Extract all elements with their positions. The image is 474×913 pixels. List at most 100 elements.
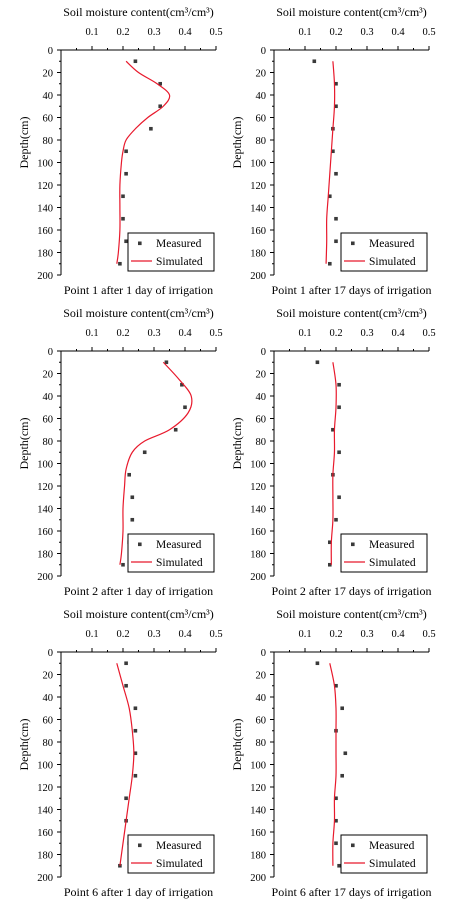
y-tick-label: 40 bbox=[256, 91, 267, 102]
y-tick-label: 100 bbox=[250, 460, 266, 471]
y-tick-label: 80 bbox=[256, 136, 267, 147]
x-tick-label: 0.4 bbox=[178, 27, 192, 38]
y-axis-title: Depth(cm) bbox=[230, 719, 244, 771]
measured-point bbox=[315, 661, 320, 666]
legend-box bbox=[340, 533, 428, 573]
measured-point bbox=[158, 104, 162, 109]
legend-measured-label: Measured bbox=[156, 238, 202, 250]
y-tick-label: 20 bbox=[256, 69, 267, 80]
x-tick-label: 0.1 bbox=[298, 27, 311, 38]
measured-point bbox=[334, 683, 338, 688]
legend-simulated-label: Simulated bbox=[369, 557, 416, 569]
legend-measured-label: Measured bbox=[156, 539, 202, 551]
chart-panel-1: Soil moisture content(cm³/cm³) Depth(cm) 0… bbox=[17, 5, 223, 297]
measured-point bbox=[334, 81, 338, 86]
y-tick-label: 200 bbox=[250, 873, 266, 884]
legend-measured-marker bbox=[138, 241, 142, 246]
legend-box bbox=[127, 533, 215, 573]
x-tick-label: 0.5 bbox=[209, 629, 222, 640]
x-tick-label: 0.1 bbox=[85, 629, 98, 640]
measured-point bbox=[334, 239, 338, 244]
measured-point bbox=[331, 427, 335, 432]
chart-panel-6: Soil moisture content(cm³/cm³) Depth(cm) 0… bbox=[230, 607, 436, 899]
measured-point bbox=[133, 751, 138, 756]
x-tick-label: 0.2 bbox=[329, 27, 342, 38]
legend-simulated-label: Simulated bbox=[369, 256, 416, 268]
y-tick-label: 60 bbox=[43, 415, 54, 426]
chart-panel-4: Soil moisture content(cm³/cm³) Depth(cm) 0… bbox=[230, 306, 436, 598]
x-tick-label: 0.1 bbox=[85, 328, 98, 339]
y-tick-label: 0 bbox=[261, 648, 266, 659]
y-tick-label: 140 bbox=[37, 204, 53, 215]
measured-point bbox=[121, 216, 125, 221]
y-tick-label: 120 bbox=[37, 783, 53, 794]
measured-point bbox=[142, 450, 147, 455]
y-tick-label: 20 bbox=[256, 370, 267, 381]
y-tick-label: 80 bbox=[43, 738, 54, 749]
y-tick-label: 140 bbox=[250, 505, 266, 516]
measured-point bbox=[334, 104, 338, 109]
y-tick-label: 200 bbox=[37, 873, 53, 884]
y-tick-label: 40 bbox=[43, 392, 54, 403]
y-tick-label: 180 bbox=[37, 550, 53, 561]
y-tick-label: 160 bbox=[37, 226, 53, 237]
measured-point bbox=[124, 661, 128, 666]
measured-point bbox=[118, 863, 122, 868]
legend-simulated-label: Simulated bbox=[156, 557, 203, 569]
measured-point bbox=[337, 863, 341, 868]
legend-simulated-label: Simulated bbox=[156, 256, 203, 268]
panel-caption: Point 6 after 17 days of irrigation bbox=[272, 885, 432, 899]
legend-measured-marker bbox=[138, 542, 142, 547]
x-axis-title: Soil moisture content(cm³/cm³) bbox=[63, 5, 214, 19]
simulated-line bbox=[325, 61, 336, 264]
y-tick-label: 0 bbox=[48, 347, 53, 358]
measured-point bbox=[124, 149, 128, 154]
x-axis-title: Soil moisture content(cm³/cm³) bbox=[63, 607, 214, 621]
x-tick-label: 0.4 bbox=[391, 328, 405, 339]
y-axis-title: Depth(cm) bbox=[230, 418, 244, 470]
panel-caption: Point 1 after 1 day of irrigation bbox=[64, 283, 213, 297]
measured-point bbox=[149, 126, 153, 131]
x-axis-title: Soil moisture content(cm³/cm³) bbox=[276, 607, 427, 621]
x-tick-label: 0.1 bbox=[298, 629, 311, 640]
y-tick-label: 140 bbox=[37, 806, 53, 817]
x-tick-label: 0.4 bbox=[391, 27, 405, 38]
y-tick-label: 40 bbox=[256, 693, 267, 704]
y-tick-label: 180 bbox=[250, 550, 266, 561]
x-tick-label: 0.2 bbox=[116, 328, 129, 339]
measured-point bbox=[133, 706, 138, 711]
measured-point bbox=[337, 450, 341, 455]
measured-point bbox=[180, 382, 184, 387]
x-tick-label: 0.4 bbox=[391, 629, 405, 640]
measured-point bbox=[121, 562, 125, 567]
measured-point bbox=[337, 495, 341, 500]
panel-caption: Point 1 after 17 days of irrigation bbox=[272, 283, 432, 297]
measured-point bbox=[334, 216, 338, 221]
legend-measured-label: Measured bbox=[369, 238, 415, 250]
x-tick-label: 0.3 bbox=[360, 629, 373, 640]
x-tick-label: 0.4 bbox=[178, 328, 192, 339]
measured-point bbox=[133, 773, 138, 778]
x-tick-label: 0.1 bbox=[85, 27, 98, 38]
panel-caption: Point 6 after 1 day of irrigation bbox=[64, 885, 213, 899]
legend-box bbox=[127, 232, 215, 272]
legend-measured-marker bbox=[138, 843, 142, 848]
x-axis-title: Soil moisture content(cm³/cm³) bbox=[63, 306, 214, 320]
y-tick-label: 100 bbox=[250, 159, 266, 170]
y-tick-label: 20 bbox=[43, 370, 54, 381]
y-tick-label: 80 bbox=[43, 437, 54, 448]
x-tick-label: 0.5 bbox=[422, 328, 435, 339]
measured-point bbox=[130, 495, 135, 500]
x-tick-label: 0.2 bbox=[329, 328, 342, 339]
legend-simulated-label: Simulated bbox=[369, 858, 416, 870]
y-tick-label: 120 bbox=[37, 482, 53, 493]
measured-point bbox=[124, 796, 128, 801]
measured-point bbox=[121, 194, 125, 199]
y-tick-label: 200 bbox=[37, 271, 53, 282]
y-tick-label: 40 bbox=[256, 392, 267, 403]
y-axis-title: Depth(cm) bbox=[230, 117, 244, 169]
y-tick-label: 200 bbox=[250, 572, 266, 583]
measured-point bbox=[343, 751, 348, 756]
x-tick-label: 0.5 bbox=[422, 629, 435, 640]
